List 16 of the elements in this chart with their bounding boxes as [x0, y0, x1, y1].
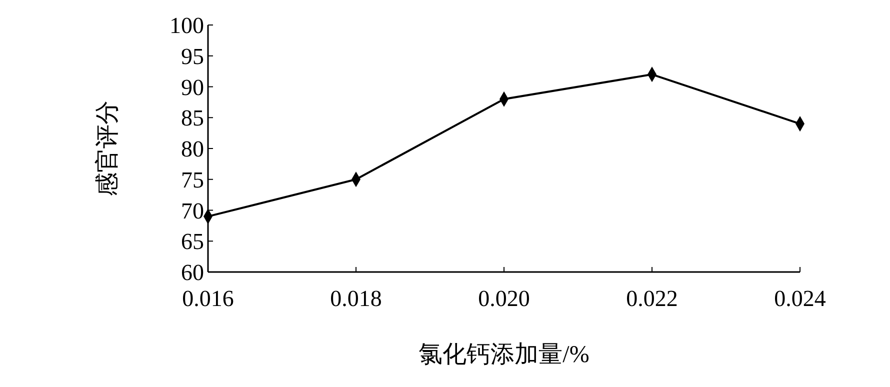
x-tick-label: 0.020 [478, 286, 530, 311]
y-tick-label: 60 [181, 260, 204, 286]
y-axis-title: 感官评分 [94, 100, 121, 196]
y-tick-label: 100 [170, 13, 204, 38]
x-tick-label: 0.022 [626, 286, 678, 311]
y-tick-label: 90 [181, 74, 204, 100]
y-tick-label: 70 [181, 198, 204, 224]
x-tick-label: 0.016 [182, 286, 234, 311]
y-tick-label: 65 [181, 229, 204, 254]
y-tick-label: 85 [181, 106, 204, 131]
y-tick-label: 80 [181, 136, 204, 162]
y-tick-label: 75 [181, 167, 204, 192]
x-axis-title: 氯化钙添加量/% [418, 342, 590, 368]
y-tick-label: 95 [181, 44, 204, 69]
x-tick-label: 0.018 [330, 286, 382, 311]
x-tick-label: 0.024 [774, 286, 826, 311]
